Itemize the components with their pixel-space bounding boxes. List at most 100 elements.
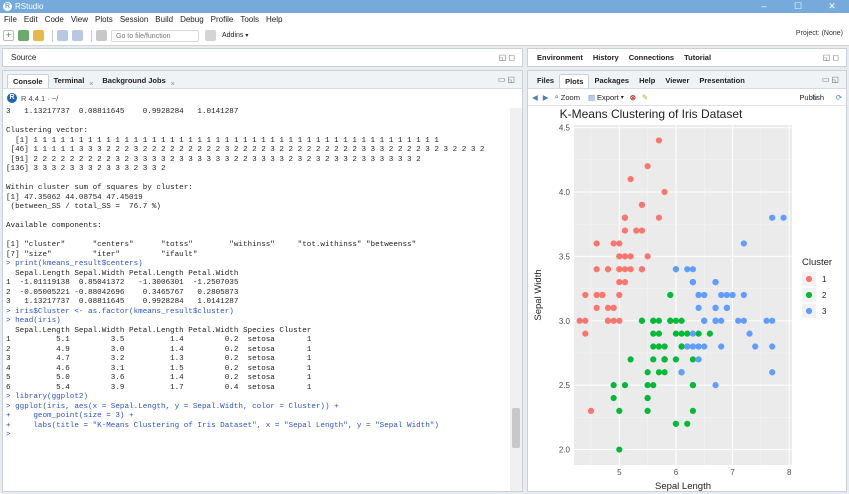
data-point	[735, 317, 742, 324]
console-line: [136] 3 3 3 2 3 3 3 2 3 3 3 2 3 3 2	[6, 165, 166, 173]
project-menu[interactable]: Project: (None)	[795, 30, 843, 37]
data-point	[610, 394, 617, 402]
forward-arrow-icon[interactable]: ▶	[542, 92, 549, 102]
data-point	[604, 317, 612, 324]
console-line: 3 1.13217737 0.08811645 0.9928284 1.0141…	[6, 108, 239, 116]
console-scrollbar[interactable]	[510, 108, 522, 491]
back-arrow-icon[interactable]: ◀	[532, 92, 538, 102]
data-point	[695, 330, 702, 337]
pane-minmax-icon[interactable]: ◱◻	[822, 53, 841, 62]
r-version-label: R 4.4.1 · ~/	[21, 93, 59, 103]
data-point	[752, 343, 759, 350]
pane-minmax-icon[interactable]: ▭◱	[497, 75, 517, 84]
tab-packages[interactable]: Packages	[594, 76, 630, 85]
data-point	[627, 253, 634, 260]
tab-environment[interactable]: Environment	[537, 53, 583, 62]
console-line: 3 1.13217737 0.08811645 0.9928284 1.0141…	[6, 298, 239, 306]
menu-plots[interactable]: Plots	[95, 15, 113, 24]
tab-presentation[interactable]: Presentation	[699, 76, 745, 85]
publish-icon[interactable]: ↻	[811, 92, 818, 102]
tab-tutorial[interactable]: Tutorial	[684, 53, 712, 62]
save-all-icon[interactable]	[72, 30, 83, 41]
data-point	[689, 279, 697, 286]
console-line: >	[6, 431, 11, 439]
export-icon[interactable]: ▤	[587, 92, 596, 102]
data-point	[638, 227, 646, 234]
pane-minmax-icon[interactable]: ◱◻	[498, 53, 517, 62]
menu-debug[interactable]: Debug	[180, 15, 204, 24]
console-line: + labs(title = "K-Means Clustering of Ir…	[6, 421, 439, 430]
menu-view[interactable]: View	[70, 15, 89, 24]
console-output[interactable]: 3 1.13217737 0.08811645 0.9928284 1.0141…	[3, 108, 510, 491]
chevron-down-icon[interactable]: ▾	[620, 94, 624, 101]
open-file-icon[interactable]	[33, 30, 44, 41]
console-line: [1] 1 1 1 1 1 1 1 1 1 1 1 1 1 1 1 1 1 1 …	[6, 136, 439, 145]
tab-history[interactable]: History	[592, 53, 619, 62]
data-point	[672, 420, 680, 427]
refresh-icon[interactable]: ⟳	[835, 92, 842, 102]
zoom-button[interactable]: Zoom	[560, 92, 580, 102]
y-tick-label: 2.5	[559, 381, 571, 390]
broom-icon[interactable]: ✎	[642, 92, 649, 102]
data-point	[582, 330, 589, 337]
data-point	[633, 227, 640, 234]
source-pane-title[interactable]: Source	[11, 53, 37, 62]
grid-icon[interactable]	[205, 30, 216, 41]
publish-label[interactable]: Publish	[799, 92, 824, 102]
tab-terminal[interactable]: Terminal	[53, 76, 85, 85]
data-point	[616, 253, 623, 260]
tab-connections[interactable]: Connections	[628, 53, 675, 62]
tab-background-jobs[interactable]: Background Jobs	[102, 76, 166, 85]
menu-file[interactable]: File	[4, 15, 17, 24]
data-point	[689, 266, 697, 273]
data-point	[712, 279, 719, 286]
tab-console[interactable]: Console	[7, 74, 49, 88]
data-point	[695, 343, 702, 350]
data-point	[661, 369, 668, 376]
chevron-down-icon[interactable]: ▾	[245, 33, 249, 39]
console-line	[6, 175, 510, 185]
tab-viewer[interactable]: Viewer	[665, 76, 690, 85]
data-point	[655, 343, 663, 350]
data-point	[689, 382, 697, 389]
x-tick-label: 8	[787, 468, 792, 477]
tab-plots[interactable]: Plots	[559, 74, 590, 88]
menu-tools[interactable]: Tools	[240, 15, 260, 24]
close-icon[interactable]: ×	[89, 81, 94, 88]
zoom-icon[interactable]: ⌕	[554, 92, 559, 101]
remove-plot-icon[interactable]: ⊗	[629, 92, 637, 102]
data-point	[621, 266, 629, 273]
minimize-button[interactable]: –	[761, 1, 767, 11]
console-line: Within cluster sum of squares by cluster…	[6, 184, 193, 192]
data-point	[621, 253, 629, 260]
go-to-file-input[interactable]: Go to file/function	[111, 29, 199, 42]
tab-help[interactable]: Help	[639, 76, 656, 85]
menu-session[interactable]: Session	[119, 15, 149, 24]
data-point	[718, 317, 725, 324]
new-file-icon[interactable]: +	[3, 30, 14, 41]
menu-help[interactable]: Help	[266, 15, 283, 24]
print-icon[interactable]	[96, 30, 107, 41]
data-point	[678, 343, 685, 350]
maximize-button[interactable]: ☐	[793, 1, 803, 11]
data-point	[672, 330, 680, 337]
tab-files[interactable]: Files	[537, 76, 555, 85]
close-icon[interactable]: ×	[170, 81, 175, 88]
menu-code[interactable]: Code	[44, 15, 64, 24]
export-button[interactable]: Export	[597, 92, 619, 102]
save-icon[interactable]	[57, 30, 68, 41]
scrollbar-thumb[interactable]	[512, 408, 520, 448]
menu-profile[interactable]: Profile	[210, 15, 234, 24]
new-project-icon[interactable]	[18, 30, 29, 41]
data-point	[684, 343, 691, 350]
menu-edit[interactable]: Edit	[23, 15, 38, 24]
data-point	[644, 369, 651, 376]
data-point	[576, 317, 583, 324]
close-button[interactable]: ✕	[828, 1, 836, 11]
menu-build[interactable]: Build	[155, 15, 174, 24]
console-pane: Console Terminal × Background Jobs × ▭◱ …	[2, 70, 523, 492]
pane-minmax-icon[interactable]: ▭◱	[821, 75, 841, 84]
console-line: 3 4.7 3.2 1.3 0.2 setosa 1	[6, 355, 312, 363]
addins-menu[interactable]: Addins	[222, 32, 244, 39]
data-point	[655, 369, 663, 376]
